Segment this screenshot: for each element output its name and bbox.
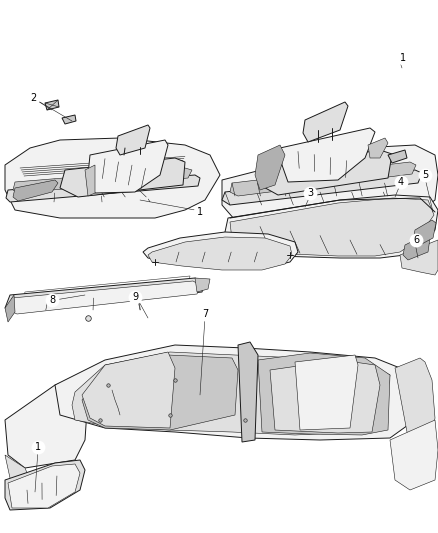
- Polygon shape: [13, 180, 58, 201]
- Polygon shape: [13, 168, 192, 193]
- Text: 8: 8: [49, 295, 55, 305]
- Polygon shape: [270, 360, 380, 433]
- Polygon shape: [255, 145, 285, 190]
- Polygon shape: [238, 342, 258, 442]
- Text: 4: 4: [398, 177, 404, 187]
- Polygon shape: [5, 278, 205, 312]
- Polygon shape: [225, 195, 438, 258]
- Polygon shape: [22, 276, 190, 303]
- Polygon shape: [72, 352, 390, 435]
- Polygon shape: [400, 240, 438, 275]
- Polygon shape: [295, 355, 358, 430]
- Polygon shape: [55, 345, 420, 440]
- Text: 5: 5: [422, 170, 428, 180]
- Polygon shape: [116, 125, 150, 155]
- Polygon shape: [5, 138, 220, 218]
- Polygon shape: [5, 460, 85, 510]
- Polygon shape: [403, 235, 430, 260]
- Polygon shape: [88, 140, 168, 193]
- Polygon shape: [8, 464, 80, 508]
- Polygon shape: [6, 175, 200, 202]
- Text: 6: 6: [413, 235, 419, 245]
- Polygon shape: [303, 102, 348, 142]
- Polygon shape: [143, 232, 298, 268]
- Polygon shape: [413, 220, 436, 246]
- Polygon shape: [60, 158, 185, 197]
- Polygon shape: [62, 115, 76, 124]
- Polygon shape: [390, 420, 438, 490]
- Polygon shape: [230, 162, 416, 196]
- Polygon shape: [388, 150, 407, 163]
- Polygon shape: [85, 165, 95, 196]
- Text: 3: 3: [307, 188, 313, 198]
- Polygon shape: [5, 378, 88, 468]
- Polygon shape: [148, 237, 292, 270]
- Polygon shape: [222, 170, 422, 205]
- Polygon shape: [195, 278, 210, 292]
- Polygon shape: [260, 150, 392, 195]
- Polygon shape: [5, 455, 30, 488]
- Polygon shape: [368, 138, 388, 158]
- Polygon shape: [8, 281, 200, 314]
- Polygon shape: [280, 128, 375, 182]
- Polygon shape: [45, 100, 59, 110]
- Polygon shape: [82, 355, 238, 430]
- Polygon shape: [222, 145, 438, 228]
- Polygon shape: [258, 353, 390, 435]
- Text: 2: 2: [30, 93, 36, 103]
- Polygon shape: [395, 358, 435, 448]
- Polygon shape: [82, 352, 175, 428]
- Text: 1: 1: [35, 442, 41, 452]
- Text: 1: 1: [197, 207, 203, 217]
- Text: 9: 9: [132, 292, 138, 302]
- Polygon shape: [5, 295, 15, 322]
- Text: 1: 1: [400, 53, 406, 63]
- Text: 7: 7: [202, 309, 208, 319]
- Polygon shape: [230, 198, 434, 256]
